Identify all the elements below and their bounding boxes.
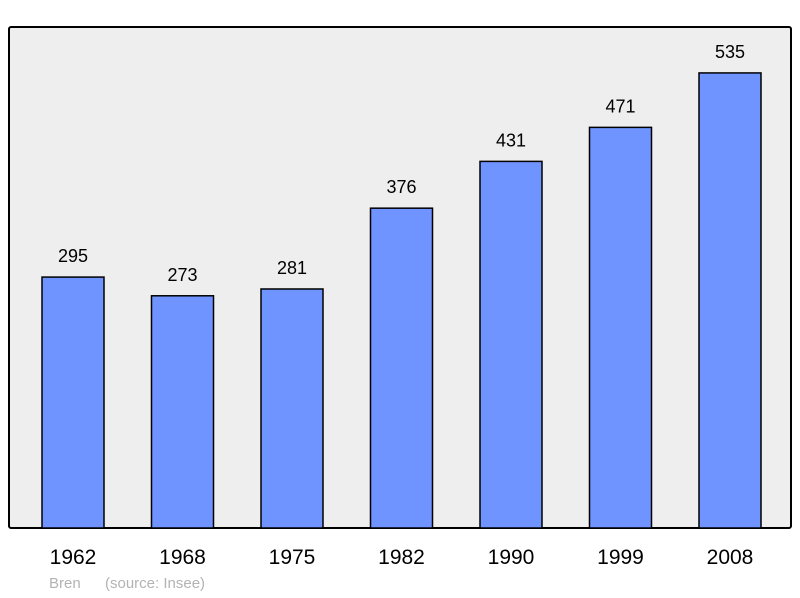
footer-place: Bren: [49, 575, 81, 592]
x-tick-label-1982: 1982: [378, 546, 425, 569]
data-label-1999: 471: [605, 96, 635, 116]
bar-1990: [479, 160, 543, 529]
bar-1975: [260, 288, 324, 529]
data-label-1975: 281: [277, 258, 307, 278]
bar-1968: [150, 295, 215, 529]
x-tick-label-2008: 2008: [707, 546, 754, 569]
data-label-1990: 431: [496, 130, 526, 150]
x-tick-label-1975: 1975: [269, 546, 316, 569]
bar-1982: [369, 207, 434, 529]
footer-source: (source: Insee): [105, 575, 206, 592]
x-tick-label-1962: 1962: [50, 546, 97, 569]
bar-1999: [588, 126, 653, 529]
x-tick-label-1990: 1990: [488, 546, 535, 569]
bar-2008: [698, 72, 762, 529]
x-tick-label-1999: 1999: [597, 546, 644, 569]
data-label-2008: 535: [715, 42, 745, 62]
bar-1962: [41, 276, 105, 529]
x-tick-label-1968: 1968: [159, 546, 206, 569]
data-label-1982: 376: [386, 177, 416, 197]
data-label-1968: 273: [167, 265, 197, 285]
data-label-1962: 295: [58, 246, 88, 266]
